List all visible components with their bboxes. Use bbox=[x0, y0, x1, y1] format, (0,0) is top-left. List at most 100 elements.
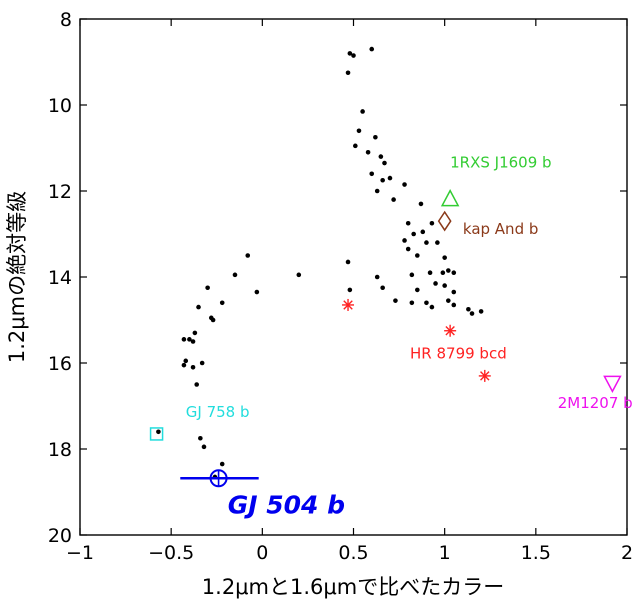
data-point bbox=[345, 259, 351, 265]
data-point bbox=[190, 365, 196, 370]
x-tick-label: −0.5 bbox=[148, 542, 194, 564]
annotations: GJ 504 b 1RXS J1609 b kap And b HR 8799 bcd… bbox=[149, 153, 633, 520]
data-point bbox=[369, 171, 375, 177]
x-tick-label: 0 bbox=[256, 542, 268, 564]
data-point bbox=[198, 435, 203, 441]
data-point bbox=[373, 134, 378, 140]
x-axis-label: 1.2μmと1.6μmで比べたカラー bbox=[202, 575, 504, 599]
data-point bbox=[442, 255, 447, 260]
annotation-label: GJ 504 b bbox=[228, 491, 345, 520]
data-point bbox=[201, 444, 207, 450]
data-point bbox=[205, 285, 210, 291]
data-point bbox=[393, 298, 398, 303]
data-point bbox=[351, 53, 356, 58]
data-point bbox=[415, 287, 420, 293]
data-point bbox=[210, 317, 216, 323]
data-point bbox=[345, 70, 351, 76]
data-point bbox=[405, 246, 411, 252]
data-point bbox=[402, 182, 407, 187]
data-point bbox=[365, 150, 371, 155]
data-point bbox=[418, 201, 424, 207]
data-point bbox=[446, 298, 451, 303]
y-tick-label: 14 bbox=[48, 267, 72, 289]
data-point bbox=[478, 309, 484, 314]
data-point bbox=[183, 358, 189, 364]
y-tick-label: 12 bbox=[48, 181, 72, 203]
diamond-marker bbox=[437, 210, 452, 232]
asterisk-marker bbox=[445, 326, 455, 336]
data-point bbox=[156, 429, 161, 435]
data-point bbox=[356, 128, 362, 134]
data-point bbox=[405, 220, 411, 226]
data-point bbox=[446, 268, 451, 273]
data-point bbox=[469, 311, 475, 316]
data-point bbox=[451, 270, 457, 276]
annotation-label: 1RXS J1609 b bbox=[450, 153, 551, 171]
data-point bbox=[420, 229, 426, 235]
data-point bbox=[369, 46, 375, 52]
asterisk-marker bbox=[480, 371, 490, 381]
x-tick-label: 2 bbox=[621, 542, 633, 564]
square-marker bbox=[149, 427, 164, 441]
data-point bbox=[424, 240, 429, 245]
data-point bbox=[181, 337, 187, 342]
y-tick-label: 8 bbox=[60, 9, 72, 31]
asterisk-marker bbox=[343, 300, 353, 310]
triangle-up-marker bbox=[440, 189, 460, 207]
data-point bbox=[442, 283, 447, 288]
data-point bbox=[411, 231, 416, 237]
annotation-label: kap And b bbox=[463, 220, 538, 238]
data-point bbox=[429, 220, 435, 226]
data-point bbox=[353, 143, 358, 149]
data-point bbox=[190, 339, 196, 344]
data-point bbox=[409, 300, 415, 306]
data-point bbox=[380, 285, 385, 291]
data-point bbox=[451, 302, 457, 308]
data-point bbox=[451, 289, 457, 295]
data-point bbox=[440, 270, 446, 276]
data-point bbox=[433, 281, 438, 286]
data-point bbox=[374, 188, 380, 194]
data-point bbox=[347, 51, 353, 56]
data-point bbox=[409, 272, 415, 278]
data-point bbox=[374, 274, 380, 280]
data-point bbox=[429, 304, 435, 310]
x-tick-label: 1.5 bbox=[521, 542, 551, 564]
data-point bbox=[424, 300, 429, 306]
y-tick-label: 10 bbox=[48, 95, 72, 117]
x-tick-label: 0.5 bbox=[338, 542, 368, 564]
data-point bbox=[192, 330, 198, 336]
data-point bbox=[387, 175, 393, 181]
data-point bbox=[194, 382, 199, 387]
data-point bbox=[466, 306, 471, 312]
data-point bbox=[427, 270, 433, 276]
y-tick-label: 20 bbox=[48, 525, 72, 547]
data-point bbox=[402, 238, 407, 243]
annotation-label: GJ 758 b bbox=[186, 403, 250, 421]
data-point bbox=[415, 253, 420, 258]
data-point bbox=[360, 109, 365, 114]
data-point bbox=[254, 289, 260, 295]
triangle-down-marker bbox=[603, 375, 622, 393]
data-point bbox=[380, 177, 385, 183]
data-point bbox=[187, 337, 192, 342]
y-tick-label: 18 bbox=[48, 439, 72, 461]
data-point bbox=[382, 160, 387, 166]
axis-ticks: −1 −0.5 0 0.5 1 1.5 2 8 10 12 14 16 18 20 bbox=[48, 9, 633, 564]
data-point bbox=[219, 461, 225, 467]
data-point bbox=[347, 287, 353, 293]
data-points bbox=[156, 46, 484, 480]
data-point bbox=[245, 253, 251, 258]
data-point bbox=[196, 304, 201, 310]
data-point bbox=[181, 362, 187, 368]
data-point bbox=[199, 360, 205, 366]
data-point bbox=[391, 197, 396, 202]
data-point bbox=[219, 300, 225, 306]
plot-frame bbox=[79, 18, 628, 536]
y-tick-label: 16 bbox=[48, 353, 72, 375]
annotation-label: 2M1207 b bbox=[558, 394, 633, 412]
data-point bbox=[296, 272, 302, 278]
annotation-label: HR 8799 bcd bbox=[410, 345, 507, 363]
data-point bbox=[378, 154, 384, 159]
